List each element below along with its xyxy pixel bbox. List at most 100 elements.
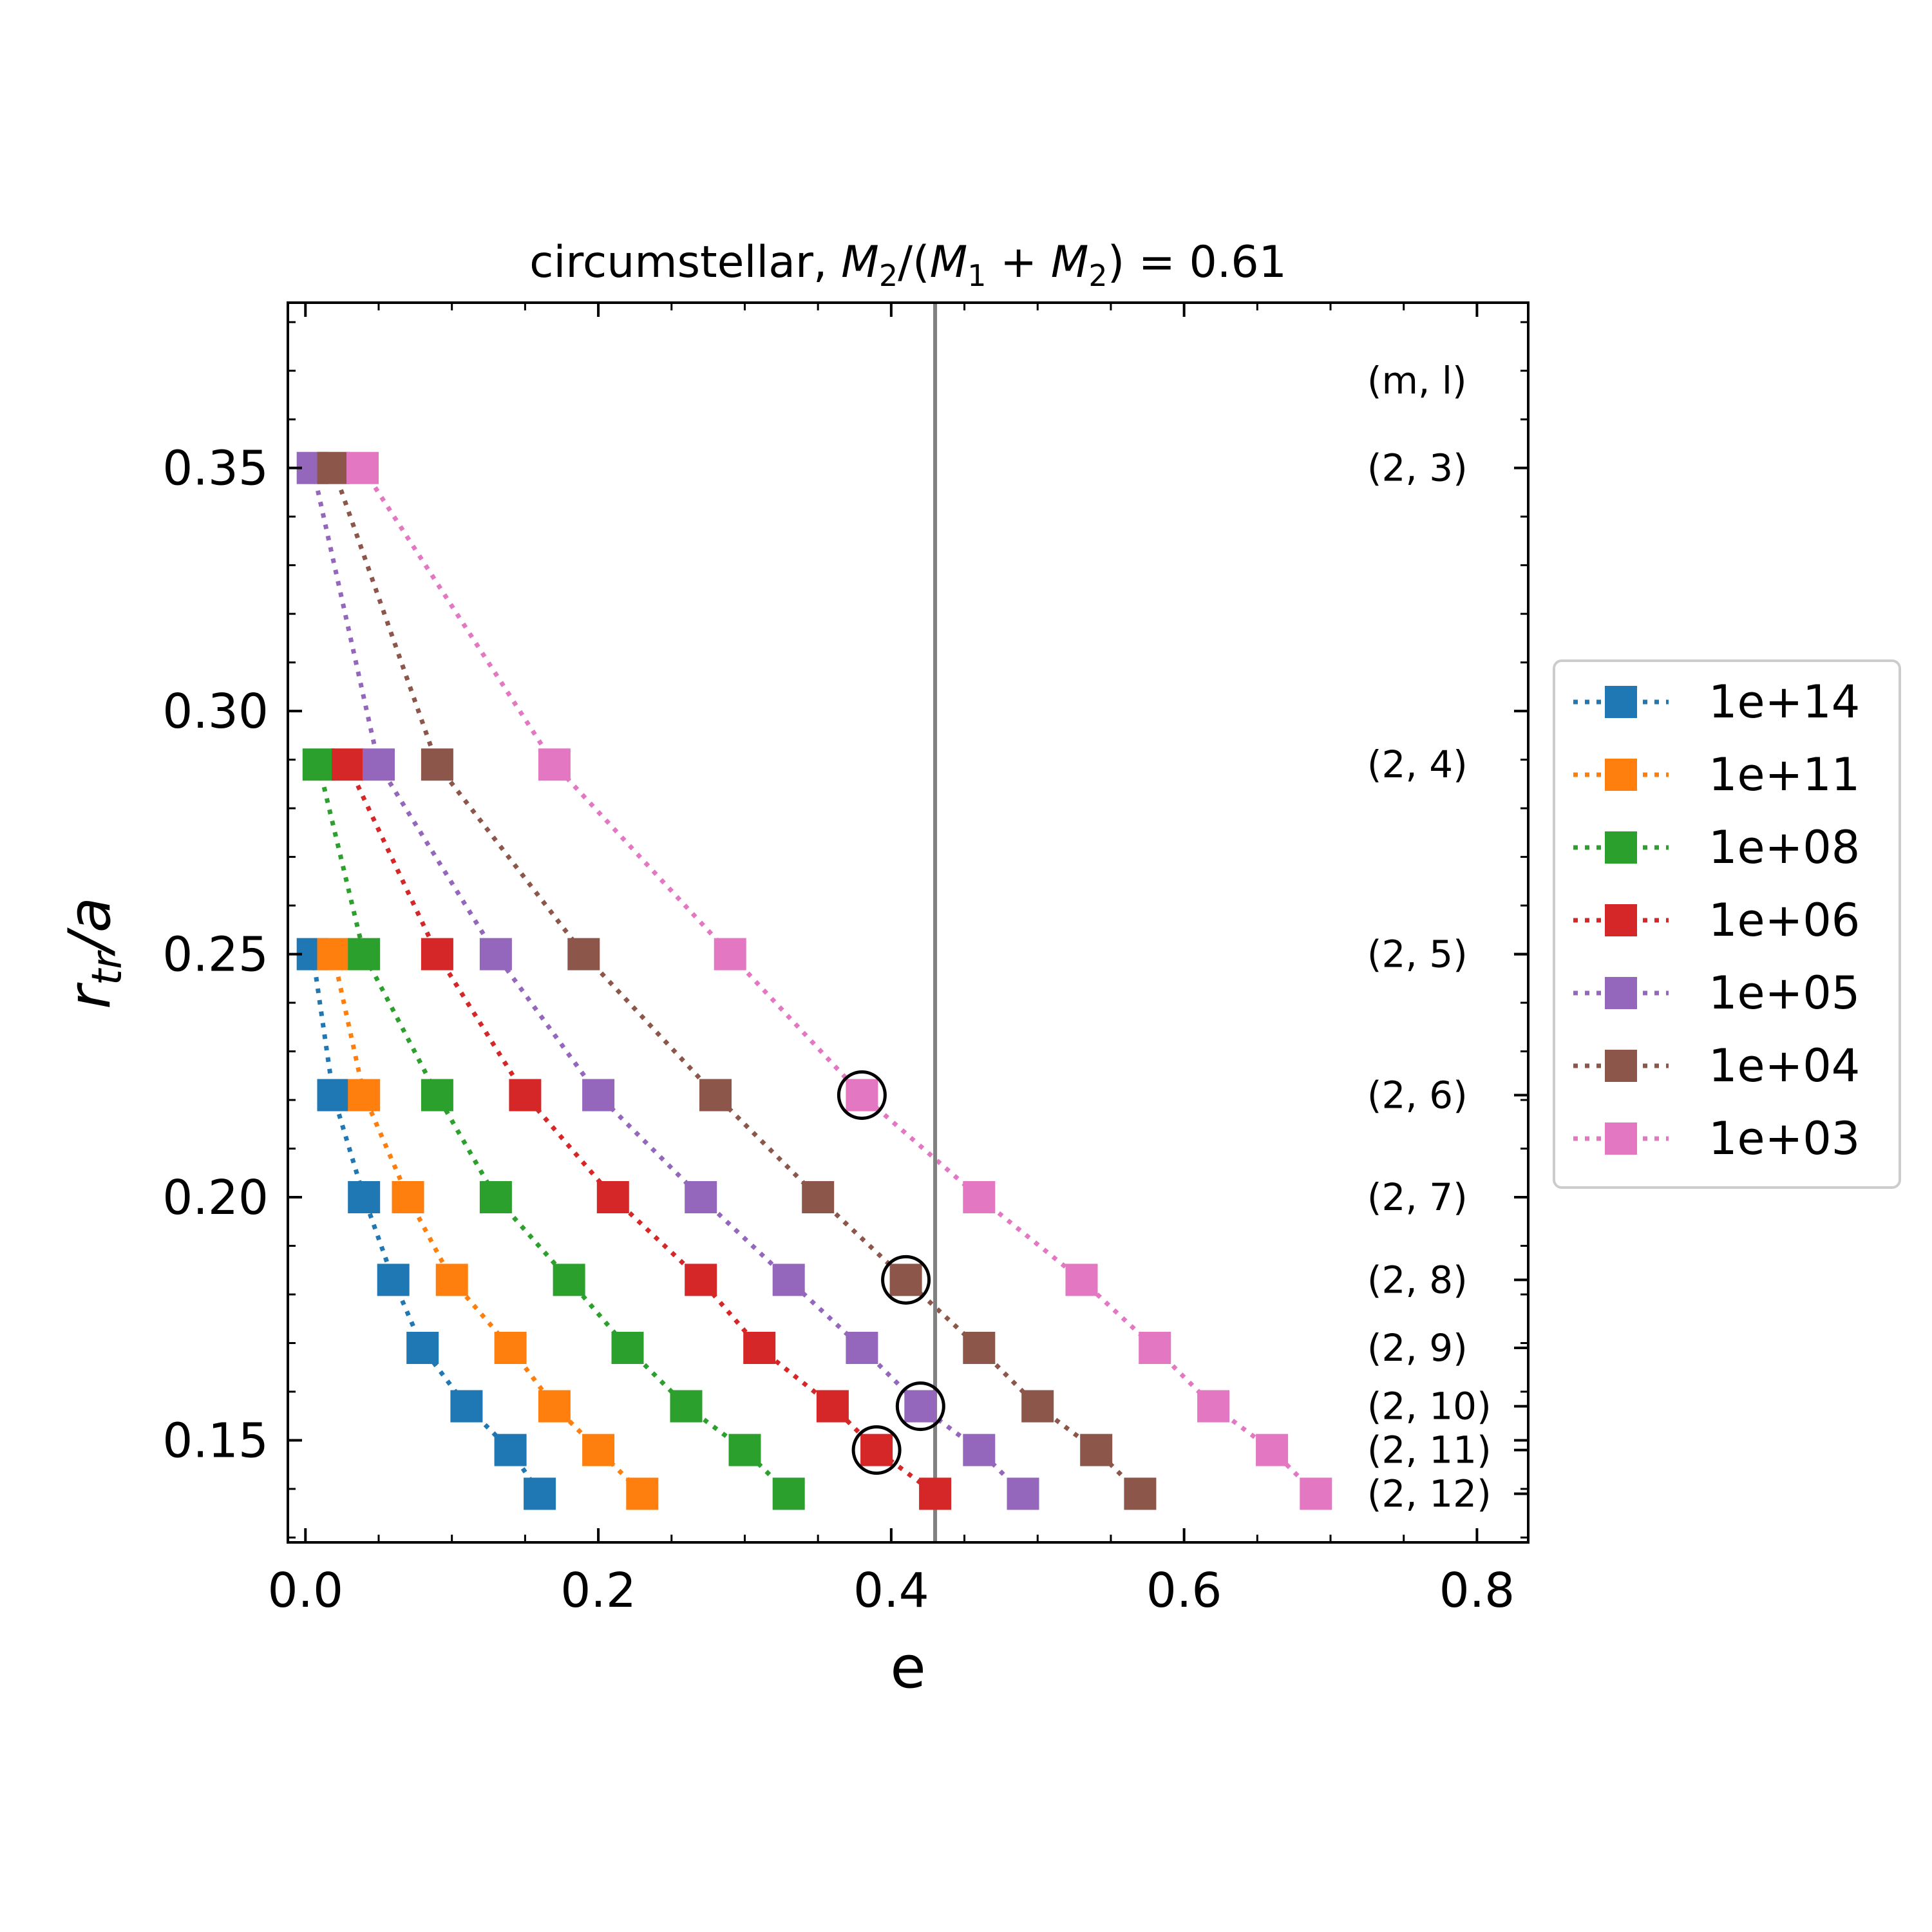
series-line-1e+11 (331, 953, 644, 1495)
data-point-1e+04-6 (963, 1332, 996, 1364)
data-point-1e+03-2 (714, 938, 746, 971)
plot-frame (287, 301, 1530, 1544)
x-axis-label: e (890, 1634, 925, 1701)
y-tick-label: 0.35 (162, 441, 269, 497)
data-point-1e+14-4 (406, 1332, 439, 1364)
data-point-1e+06-5 (743, 1332, 776, 1364)
data-point-1e+05-4 (685, 1181, 717, 1213)
legend-marker-1e+05 (1605, 977, 1637, 1009)
data-point-1e+04-9 (1124, 1477, 1157, 1510)
highlight-circle-0 (837, 1070, 887, 1120)
data-point-1e+04-4 (802, 1181, 835, 1213)
data-point-1e+14-1 (317, 1079, 350, 1112)
data-point-1e+11-5 (538, 1390, 571, 1423)
ml-label: (2, 5) (1367, 933, 1468, 976)
data-point-1e+03-3 (846, 1079, 878, 1112)
data-point-1e+08-3 (479, 1181, 512, 1213)
series-line-1e+05 (310, 467, 1025, 1495)
data-point-1e+14-7 (524, 1477, 556, 1510)
x-tick-label: 0.6 (1146, 1563, 1222, 1618)
data-point-1e+03-0 (346, 451, 379, 484)
legend-marker-1e+03 (1605, 1122, 1637, 1155)
data-point-1e+14-3 (377, 1264, 410, 1296)
data-point-1e+04-1 (421, 748, 453, 781)
plot-area: 0.0 0.2 0.4 0.6 0.8 0.15 0.20 0.25 0.30 0.35 (m, l… (162, 301, 1530, 1618)
y-tick-label: 0.25 (162, 927, 269, 983)
data-point-1e+08-0 (302, 748, 335, 781)
data-point-1e+06-6 (816, 1390, 849, 1423)
ml-label: (2, 3) (1367, 446, 1468, 490)
highlight-circle-1 (881, 1255, 931, 1305)
data-point-1e+06-2 (509, 1079, 542, 1112)
chart-title: circumstellar, M2/(M1 + M2) = 0.61 (529, 237, 1287, 293)
legend-marker-1e+11 (1605, 759, 1637, 791)
data-point-1e+08-2 (421, 1079, 453, 1112)
legend-box (1553, 659, 1901, 1189)
y-tick-label: 0.15 (162, 1413, 269, 1468)
legend-label-1e+06: 1e+06 (1709, 894, 1860, 947)
legend-marker-1e+04 (1605, 1050, 1637, 1082)
data-point-1e+05-8 (963, 1434, 996, 1466)
legend-label-1e+05: 1e+05 (1709, 967, 1860, 1019)
data-point-1e+06-7 (860, 1434, 893, 1466)
highlight-circle-2 (895, 1381, 945, 1432)
ml-label: (2, 9) (1367, 1326, 1468, 1370)
data-point-1e+03-7 (1197, 1390, 1230, 1423)
data-point-1e+04-7 (1021, 1390, 1054, 1423)
data-point-1e+03-4 (963, 1181, 996, 1213)
legend-marker-1e+06 (1605, 904, 1637, 936)
data-point-1e+11-3 (435, 1264, 468, 1296)
legend-label-1e+11: 1e+11 (1709, 748, 1860, 801)
data-point-1e+11-0 (317, 938, 350, 971)
ml-label: (2, 8) (1367, 1258, 1468, 1302)
y-tick-label: 0.20 (162, 1170, 269, 1226)
series-line-1e+04 (331, 467, 1142, 1495)
x-tick-label: 0.2 (560, 1563, 636, 1618)
data-point-1e+08-8 (772, 1477, 805, 1510)
data-point-1e+03-5 (1065, 1264, 1098, 1296)
data-point-1e+05-3 (582, 1079, 615, 1112)
data-point-1e+04-2 (567, 938, 600, 971)
ml-label: (2, 6) (1367, 1073, 1468, 1117)
data-point-1e+05-6 (846, 1332, 878, 1364)
data-point-1e+11-6 (582, 1434, 615, 1466)
legend-label-1e+04: 1e+04 (1709, 1039, 1860, 1092)
legend: 1e+14 1e+11 1e+08 1e+06 1e+05 1e+04 1e+03 (1553, 659, 1901, 1189)
data-point-1e+05-7 (904, 1390, 937, 1423)
data-point-1e+14-5 (450, 1390, 483, 1423)
y-axis-label: rtr/a (56, 897, 131, 1009)
legend-marker-1e+08 (1605, 831, 1637, 864)
legend-label-1e+08: 1e+08 (1709, 821, 1860, 874)
data-point-1e+06-3 (596, 1181, 629, 1213)
data-point-1e+06-8 (919, 1477, 952, 1510)
data-point-1e+04-5 (889, 1264, 922, 1296)
data-point-1e+05-1 (363, 748, 395, 781)
data-point-1e+04-0 (317, 451, 350, 484)
data-point-1e+08-6 (670, 1390, 703, 1423)
ml-label: (2, 12) (1367, 1472, 1492, 1516)
x-tick-label: 0.0 (267, 1563, 343, 1618)
data-point-1e+03-8 (1256, 1434, 1289, 1466)
legend-label-1e+14: 1e+14 (1709, 676, 1860, 728)
data-point-1e+11-1 (348, 1079, 381, 1112)
data-point-1e+03-9 (1300, 1477, 1332, 1510)
y-tick-label: 0.30 (162, 684, 269, 739)
ml-label: (2, 10) (1367, 1385, 1492, 1428)
x-tick-label: 0.4 (853, 1563, 929, 1618)
data-point-1e+08-4 (553, 1264, 585, 1296)
data-point-1e+05-5 (772, 1264, 805, 1296)
data-point-1e+05-2 (479, 938, 512, 971)
data-point-1e+06-1 (421, 938, 453, 971)
data-point-1e+11-2 (392, 1181, 424, 1213)
data-point-1e+04-3 (699, 1079, 732, 1112)
ml-header-label: (m, l) (1367, 359, 1467, 402)
data-point-1e+04-8 (1080, 1434, 1113, 1466)
ml-label: (2, 7) (1367, 1175, 1468, 1219)
ml-label: (2, 11) (1367, 1428, 1492, 1472)
series-line-1e+03 (361, 466, 1318, 1495)
data-point-1e+05-9 (1007, 1477, 1039, 1510)
data-point-1e+06-4 (685, 1264, 717, 1296)
legend-label-1e+03: 1e+03 (1709, 1112, 1860, 1165)
data-point-1e+14-6 (494, 1434, 527, 1466)
